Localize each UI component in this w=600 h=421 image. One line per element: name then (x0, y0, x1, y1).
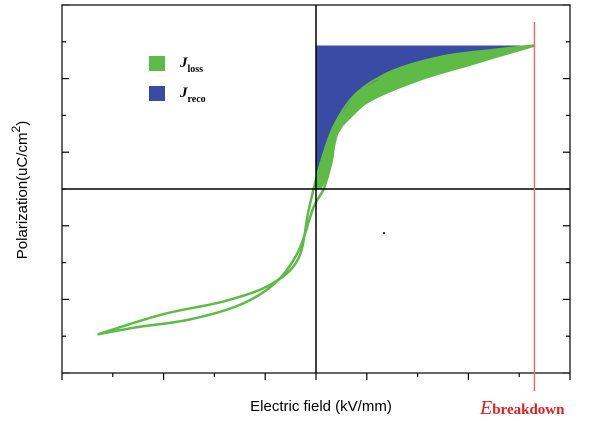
j-reco-area (316, 45, 535, 181)
j-loss-area (316, 45, 535, 189)
x-axis-title: Electric field (kV/mm) (250, 398, 392, 415)
upper-branch-line (97, 44, 535, 336)
legend: Jloss Jreco (149, 55, 206, 105)
x-axis-ticks (61, 373, 571, 380)
legend-label-loss: Jloss (179, 55, 203, 75)
legend-swatch-loss (149, 56, 165, 71)
lower-branch-line (97, 44, 535, 336)
legend-label-reco: Jreco (179, 85, 206, 105)
breakdown-label: Ebreakdown (479, 397, 565, 419)
y-axis-ticks (62, 4, 570, 374)
y-axis-title: Polarization(uC/cm2) (9, 121, 31, 259)
stray-dot (383, 232, 385, 234)
legend-swatch-reco (149, 86, 165, 101)
